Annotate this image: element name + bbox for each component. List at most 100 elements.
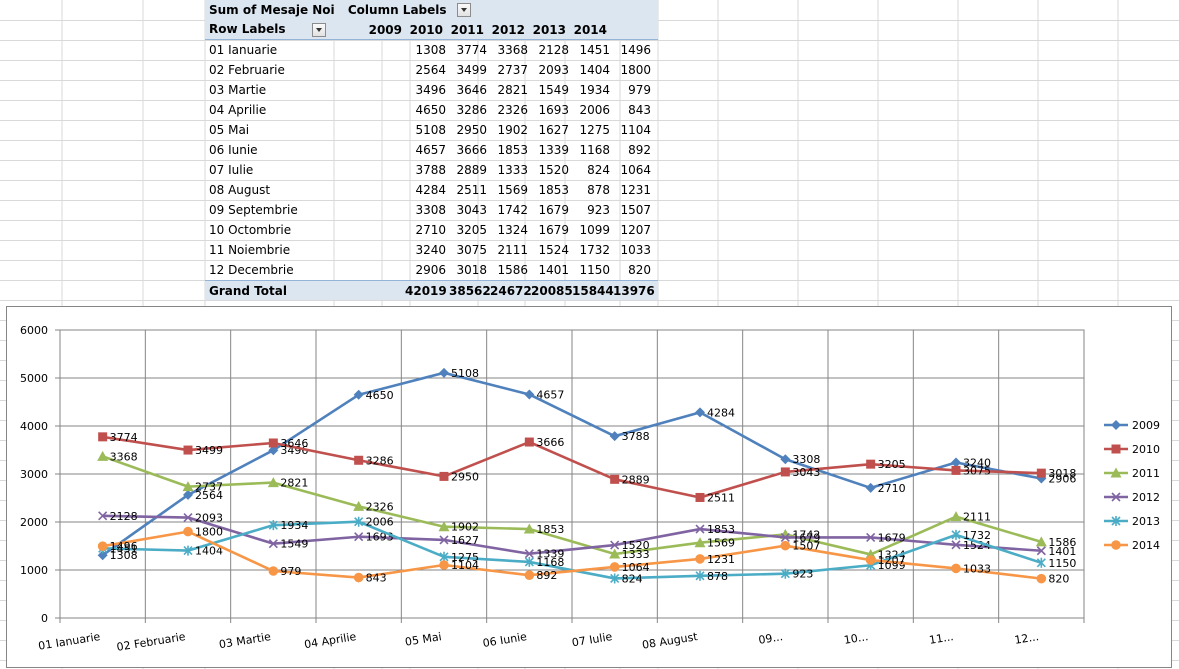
series-line-2009 [101,371,1042,557]
y-tick-label: 0 [41,612,48,625]
x-tick-label: 11... [928,630,954,647]
pivot-cell: 1586 [497,263,528,277]
pivot-cell: 5108 [415,123,446,137]
pivot-cell: 1324 [497,223,528,237]
pivot-cell: 1524 [538,243,569,257]
legend-label: 2012 [1132,491,1160,504]
pivot-cell: 1520 [538,163,569,177]
point-2014 [353,572,364,583]
x-tick-label: 12... [1014,630,1040,647]
series-line-2010 [102,435,1042,499]
pivot-cell: 2564 [415,63,446,77]
legend-label: 2011 [1132,467,1160,480]
point-2010 [951,465,961,475]
pivot-cell: 1496 [620,43,651,57]
pivot-cell: 1627 [538,123,569,137]
pivot-row: 11 Noiembrie 3240 3075 2111 1524 1732 1033 [205,240,658,260]
x-tick-label: 03 Martie [218,630,272,651]
point-2012 [439,535,449,545]
pivot-row-label: 02 Februarie [209,63,285,77]
column-labels-filter-dropdown[interactable] [456,3,471,18]
data-label-2013: 2006 [366,516,394,529]
pivot-cell: 979 [628,83,651,97]
pivot-cell: 1168 [579,143,610,157]
data-label-2014: 1507 [792,540,820,553]
pivot-row-label: 11 Noiembrie [209,243,291,257]
pivot-cell: 1099 [579,223,610,237]
grand-total-value: 24672 [490,283,532,298]
point-2011 [523,523,535,534]
data-label-2014: 820 [1048,573,1069,586]
data-label-2011: 2737 [195,481,223,494]
point-2010 [1036,468,1046,478]
pivot-cell: 1401 [538,263,569,277]
pivot-header-row-1: Sum of Mesaje Noi Column Labels [205,0,658,20]
pivot-cell: 1853 [538,183,569,197]
data-label-2013: 824 [622,572,643,585]
legend-marker-2014 [1111,540,1121,550]
y-tick-label: 4000 [20,420,48,433]
pivot-cell: 3499 [456,63,487,77]
y-tick-label: 3000 [20,468,48,481]
pivot-cell: 2128 [538,43,569,57]
point-2009 [609,431,620,442]
pivot-row: 07 Iulie 3788 2889 1333 1520 824 1064 [205,160,658,180]
point-2013 [780,568,790,579]
data-label-2010: 3499 [195,444,223,457]
line-chart-area[interactable]: 0 1000 2000 3000 4000 5000 6000 01 Ianuarie 02 F… [6,306,1172,668]
point-2010 [695,492,705,502]
data-label-2009: 4650 [366,389,394,402]
point-2010 [524,437,534,447]
data-label-2010: 3018 [1048,467,1076,480]
point-2014 [609,562,620,572]
pivot-cell: 2889 [456,163,487,177]
pivot-cell: 1693 [538,103,569,117]
point-2014 [695,554,705,564]
legend-label: 2009 [1132,419,1160,432]
pivot-cell: 1207 [620,223,651,237]
pivot-cell: 2326 [497,103,528,117]
point-2009 [780,454,791,465]
grand-total-value: 13976 [613,283,655,298]
data-label-2011: 1324 [878,548,906,561]
row-labels-filter-dropdown[interactable] [311,22,326,37]
point-2011 [1035,536,1047,547]
data-label-2013: 1404 [195,545,223,558]
pivot-row: 05 Mai 5108 2950 1902 1627 1275 1104 [205,120,658,140]
point-2009 [439,367,449,378]
pivot-cell: 1800 [620,63,651,77]
x-tick-label: 09... [758,630,784,647]
point-2011 [97,450,109,461]
data-label-2013: 1934 [280,519,308,532]
row-labels-header: Row Labels [209,22,286,37]
pivot-cell: 1339 [538,143,569,157]
x-tick-label: 10... [843,630,869,647]
x-tick-label: 08 August [641,630,699,652]
data-label-2011: 2111 [963,511,991,524]
point-2009 [183,489,193,500]
point-2012 [695,524,705,534]
pivot-cell: 3043 [456,203,487,217]
point-2009 [97,550,108,561]
x-tick-label: 04 Aprilie [303,630,357,651]
data-label-2010: 3666 [536,436,564,449]
pivot-cell: 4650 [415,103,446,117]
pivot-row: 03 Martie 3496 3646 2821 1549 1934 979 [205,80,658,100]
point-2011 [694,537,706,548]
data-label-2010: 2950 [451,470,479,483]
pivot-cell: 892 [628,143,651,157]
pivot-cell: 1679 [538,203,569,217]
data-label-2010: 2511 [707,491,735,504]
data-label-2009: 3308 [792,453,820,466]
data-label-2011: 1586 [1048,536,1076,549]
data-label-2014: 1496 [110,540,138,553]
data-label-2011: 1902 [451,521,479,534]
point-2012 [183,512,193,523]
year-header: 2014 [573,22,607,37]
legend-marker-2011 [1110,467,1122,478]
point-2011 [438,521,450,532]
pivot-row-label: 08 August [209,183,271,197]
pivot-row: 12 Decembrie 2906 3018 1586 1401 1150 820 [205,260,658,280]
pivot-row-label: 04 Aprilie [209,103,267,117]
data-label-2012: 1679 [878,531,906,544]
